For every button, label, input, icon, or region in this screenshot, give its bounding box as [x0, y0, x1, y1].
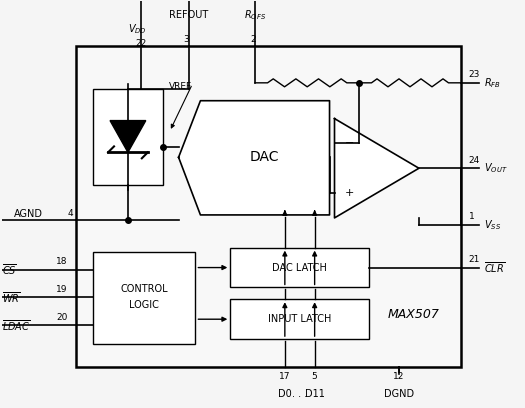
Text: 1: 1	[469, 213, 474, 222]
Text: 19: 19	[56, 285, 67, 294]
Text: $\overline{WR}$: $\overline{WR}$	[2, 290, 20, 305]
Text: −: −	[345, 138, 354, 149]
Bar	[230, 299, 369, 339]
Text: 20: 20	[56, 313, 67, 322]
Text: 12: 12	[393, 373, 405, 381]
Text: 21: 21	[469, 255, 480, 264]
Text: DAC: DAC	[249, 150, 279, 164]
Text: 4: 4	[68, 209, 74, 218]
Bar	[93, 89, 163, 185]
Text: LOGIC: LOGIC	[129, 300, 159, 310]
Text: AGND: AGND	[14, 209, 43, 219]
Bar	[76, 46, 460, 367]
Bar	[76, 46, 460, 367]
Text: DAC LATCH: DAC LATCH	[272, 263, 327, 273]
Text: DGND: DGND	[384, 389, 414, 399]
Text: +: +	[345, 188, 354, 198]
Text: D11: D11	[304, 389, 324, 399]
Polygon shape	[110, 121, 146, 152]
Text: $\overline{CLR}$: $\overline{CLR}$	[485, 260, 506, 275]
Text: 2: 2	[250, 35, 256, 44]
Text: CONTROL: CONTROL	[120, 284, 167, 295]
Text: $R_{FB}$: $R_{FB}$	[485, 76, 501, 90]
Text: . . .: . . .	[292, 389, 307, 399]
Text: $V_{OUT}$: $V_{OUT}$	[485, 161, 508, 175]
Text: 3: 3	[184, 35, 190, 44]
Text: $V_{DD}$: $V_{DD}$	[129, 22, 147, 36]
Text: $V_{SS}$: $V_{SS}$	[485, 218, 501, 232]
Text: REFOUT: REFOUT	[169, 10, 208, 20]
Text: 22: 22	[135, 39, 146, 48]
Text: 24: 24	[469, 156, 480, 165]
Text: 17: 17	[279, 373, 291, 381]
Text: 23: 23	[469, 71, 480, 80]
Polygon shape	[178, 101, 330, 215]
Bar	[230, 248, 369, 287]
Text: MAX507: MAX507	[388, 308, 440, 321]
Bar	[93, 252, 195, 344]
Text: D0: D0	[278, 389, 292, 399]
Text: $R_{OFS}$: $R_{OFS}$	[244, 9, 266, 22]
Text: $\overline{LDAC}$: $\overline{LDAC}$	[2, 318, 30, 333]
Text: $\overline{CS}$: $\overline{CS}$	[2, 262, 17, 277]
Text: 18: 18	[56, 257, 67, 266]
Text: 5: 5	[312, 373, 318, 381]
Text: INPUT LATCH: INPUT LATCH	[268, 314, 331, 324]
Polygon shape	[334, 119, 419, 218]
Text: VREF: VREF	[169, 82, 192, 91]
